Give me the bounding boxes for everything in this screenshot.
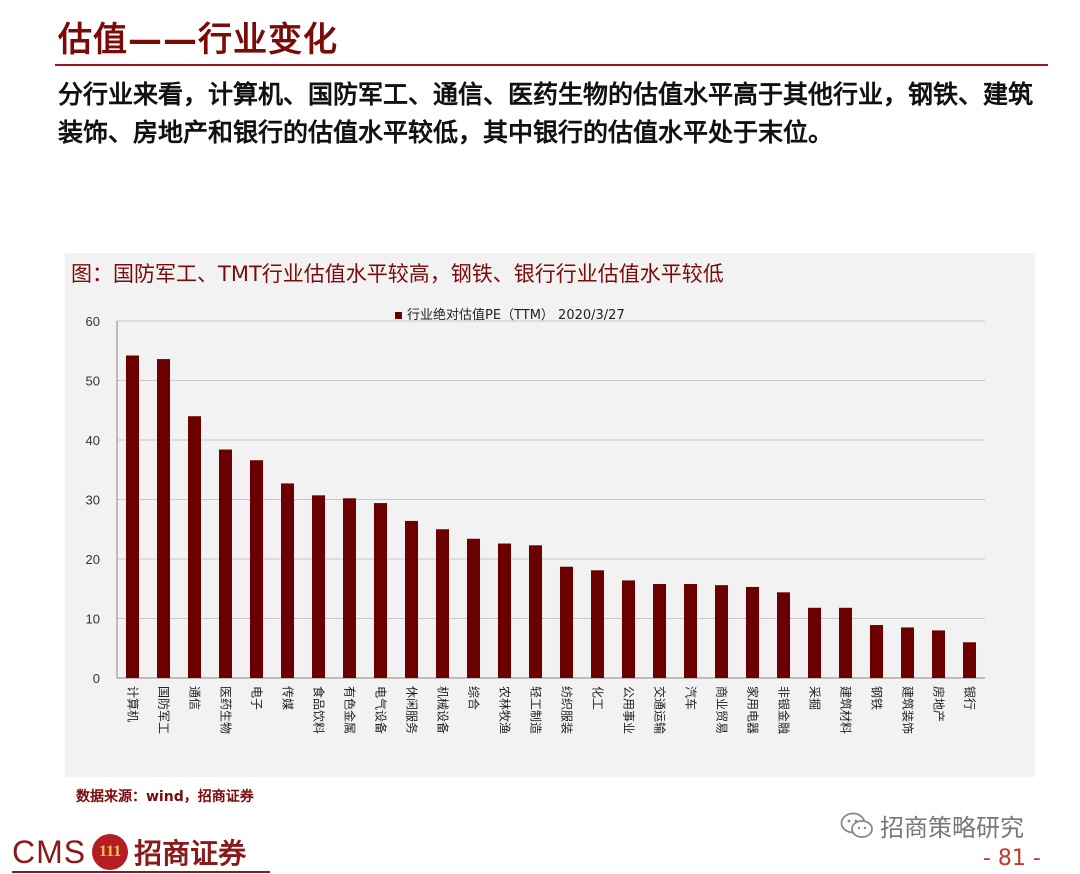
- x-tick-label: 机械设备: [436, 686, 451, 734]
- x-tick-label: 电子: [250, 686, 264, 710]
- bar: [621, 580, 636, 678]
- x-tick-label: 农林牧渔: [498, 686, 512, 734]
- legend-label: 行业绝对估值PE（TTM） 2020/3/27: [407, 307, 625, 323]
- bar: [187, 416, 202, 678]
- bar: [466, 538, 481, 678]
- bar: [218, 449, 233, 678]
- bar: [342, 498, 357, 678]
- bar: [900, 627, 915, 678]
- y-tick-label: 50: [86, 374, 100, 389]
- x-tick-label: 有色金属: [343, 686, 358, 734]
- bar: [714, 585, 729, 678]
- bar: [776, 592, 791, 678]
- bar: [528, 545, 543, 678]
- logo-emblem-icon: 111: [92, 834, 129, 870]
- bar: [435, 529, 450, 678]
- bar: [249, 460, 264, 678]
- y-tick-label: 20: [86, 552, 100, 567]
- x-tick-label: 国防军工: [157, 686, 172, 734]
- x-tick-label: 公用事业: [622, 686, 636, 734]
- bar: [869, 625, 884, 678]
- x-tick-label: 轻工制造: [529, 686, 543, 734]
- x-tick-label: 家用电器: [746, 686, 761, 734]
- page-title: 估值——行业变化: [58, 20, 338, 60]
- x-tick-label: 房地产: [932, 686, 947, 722]
- x-tick-label: 休闲服务: [405, 686, 420, 734]
- x-tick-label: 化工: [591, 686, 605, 710]
- company-logo: CMS 111 招商证券: [12, 832, 246, 872]
- logo-latin: CMS: [12, 833, 87, 870]
- bar: [652, 583, 667, 678]
- x-tick-label: 电气设备: [374, 686, 389, 734]
- x-tick-label: 医药生物: [219, 686, 233, 734]
- y-tick-label: 60: [86, 314, 100, 329]
- watermark-text: 招商策略研究: [880, 814, 1024, 842]
- bar: [497, 543, 512, 678]
- y-tick-label: 10: [86, 612, 100, 627]
- x-tick-label: 计算机: [126, 686, 141, 722]
- logo-rule: [12, 871, 270, 873]
- bar: [559, 566, 574, 678]
- watermark: 招商策略研究: [840, 808, 1024, 843]
- bar: [807, 607, 822, 678]
- chart-title: 图：国防军工、TMT行业估值水平较高，钢铁、银行行业估值水平较低: [71, 262, 724, 286]
- bar: [590, 570, 605, 678]
- x-tick-label: 商业贸易: [715, 686, 730, 734]
- y-tick-label: 40: [86, 433, 100, 448]
- logo-chinese: 招商证券: [134, 837, 247, 870]
- x-tick-label: 食品饮料: [312, 686, 327, 734]
- bar: [373, 503, 388, 678]
- data-source: 数据来源：wind，招商证券: [76, 789, 254, 805]
- bar: [931, 630, 946, 678]
- x-tick-label: 建筑装饰: [901, 686, 916, 734]
- x-tick-label: 交通运输: [653, 686, 668, 734]
- x-tick-label: 通信: [188, 686, 202, 710]
- title-rule: [55, 64, 1048, 66]
- summary-text: 分行业来看，计算机、国防军工、通信、医药生物的估值水平高于其他行业，钢铁、建筑装…: [58, 80, 1034, 147]
- bar: [962, 642, 977, 678]
- x-tick-label: 非银金融: [777, 686, 792, 734]
- legend-swatch: [395, 312, 402, 319]
- bar: [404, 520, 419, 678]
- x-tick-label: 银行: [963, 686, 977, 710]
- page-number: - 81 -: [983, 846, 1041, 871]
- x-tick-label: 纺织服装: [560, 686, 574, 734]
- bar: [156, 359, 171, 678]
- x-tick-label: 钢铁: [870, 686, 884, 710]
- bar: [125, 355, 140, 678]
- y-tick-label: 0: [93, 671, 100, 686]
- bar: [280, 483, 295, 678]
- bar: [683, 583, 698, 678]
- x-tick-label: 采掘: [808, 686, 823, 710]
- bar: [311, 495, 326, 678]
- wechat-icon: [840, 812, 873, 838]
- bar: [745, 586, 760, 678]
- x-tick-label: 建筑材料: [839, 686, 854, 734]
- y-tick-label: 30: [86, 493, 100, 508]
- x-tick-label: 传媒: [281, 686, 296, 710]
- bar: [838, 607, 853, 678]
- x-tick-label: 综合: [467, 686, 482, 710]
- x-tick-label: 汽车: [684, 686, 699, 710]
